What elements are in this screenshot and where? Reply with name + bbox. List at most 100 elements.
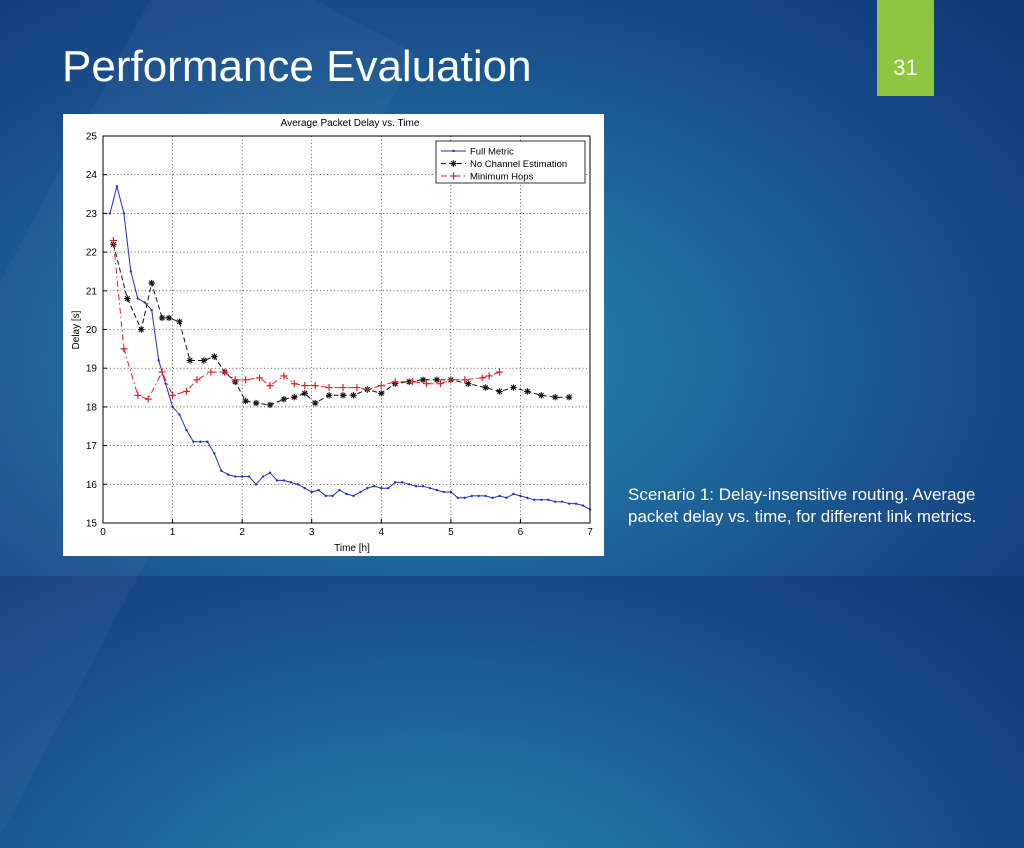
data-point — [301, 382, 309, 390]
data-point — [136, 297, 139, 300]
y-tick-label: 24 — [86, 170, 98, 181]
data-point — [182, 387, 190, 395]
legend-label: No Channel Estimation — [470, 159, 567, 170]
y-tick-label: 18 — [86, 402, 98, 413]
data-point — [391, 378, 399, 386]
x-tick-label: 7 — [587, 527, 593, 538]
x-tick-label: 3 — [309, 527, 315, 538]
chart-panel: Average Packet Delay vs. Time Time [h] D… — [63, 114, 604, 556]
data-point — [524, 388, 531, 395]
data-point — [463, 496, 466, 500]
data-point — [280, 395, 288, 403]
y-tick-label: 17 — [86, 441, 98, 452]
chart-title: Average Packet Delay vs. Time — [281, 118, 420, 129]
data-point — [256, 374, 264, 382]
data-point — [331, 494, 334, 498]
data-point — [345, 492, 348, 496]
data-point — [421, 485, 425, 488]
y-tick-label: 20 — [86, 325, 98, 336]
series-line — [109, 186, 591, 510]
data-point — [158, 314, 166, 322]
data-point — [450, 160, 457, 167]
data-point — [291, 394, 298, 401]
data-point — [296, 483, 299, 486]
data-point — [207, 368, 215, 376]
series-no-channel-estimation — [110, 241, 573, 409]
data-point — [124, 295, 131, 302]
data-point — [280, 372, 288, 380]
data-point — [359, 490, 362, 494]
data-point — [470, 494, 473, 498]
data-point — [120, 345, 128, 353]
data-point — [378, 390, 385, 397]
data-point — [452, 149, 455, 153]
data-point — [213, 452, 216, 455]
data-point — [192, 440, 195, 443]
slide-number: 31 — [893, 55, 918, 80]
x-tick-label: 4 — [379, 527, 385, 538]
data-point — [178, 413, 181, 416]
legend-box — [435, 140, 586, 184]
data-point — [317, 488, 320, 492]
data-point — [554, 500, 557, 503]
data-point — [185, 428, 188, 432]
data-point — [565, 394, 573, 401]
data-point — [496, 388, 503, 395]
legend-label: Full Metric — [470, 147, 514, 158]
data-point — [484, 494, 487, 498]
data-point — [394, 481, 397, 484]
data-point — [449, 490, 453, 494]
data-point — [423, 380, 431, 388]
data-point — [290, 380, 298, 388]
data-point — [485, 372, 493, 380]
y-tick-label: 16 — [86, 480, 98, 491]
data-point — [380, 486, 383, 490]
data-point — [324, 494, 327, 498]
data-point — [261, 475, 265, 478]
series-line — [112, 244, 570, 406]
slide-caption: Scenario 1: Delay-insensitive routing. A… — [628, 485, 977, 526]
data-point — [436, 380, 444, 388]
data-point — [567, 502, 571, 505]
data-point — [526, 496, 529, 500]
data-point — [158, 368, 166, 376]
data-point — [231, 376, 239, 384]
slide-number-badge: 31 — [877, 0, 934, 96]
data-point — [289, 481, 293, 484]
data-point — [407, 483, 411, 486]
data-point — [157, 359, 160, 362]
chart-grid — [103, 136, 590, 523]
y-axis-label: Delay [s] — [71, 310, 82, 349]
data-point — [176, 318, 183, 325]
data-point — [387, 486, 390, 490]
data-point — [138, 326, 145, 333]
data-point — [465, 380, 472, 387]
data-point — [325, 384, 333, 392]
legend-label: Minimum Hops — [470, 172, 534, 183]
y-tick-label: 19 — [86, 364, 98, 375]
data-point — [150, 308, 153, 312]
data-point — [510, 384, 517, 391]
data-point — [301, 390, 308, 397]
data-point — [164, 382, 167, 385]
data-point — [498, 494, 501, 498]
data-point — [419, 376, 427, 384]
x-tick-label: 5 — [448, 527, 454, 538]
data-point — [491, 496, 494, 500]
data-point — [275, 479, 279, 482]
data-point — [325, 392, 333, 399]
data-point — [461, 376, 469, 384]
x-axis-label: Time [h] — [334, 543, 370, 554]
data-point — [311, 399, 319, 407]
data-point — [433, 376, 441, 384]
data-point — [400, 481, 404, 484]
y-tick-label: 23 — [86, 209, 98, 220]
data-point — [247, 475, 251, 478]
data-point — [303, 486, 306, 490]
data-point — [366, 486, 369, 490]
y-tick-label: 25 — [86, 132, 98, 143]
x-tick-label: 0 — [100, 527, 106, 538]
data-point — [363, 385, 371, 393]
